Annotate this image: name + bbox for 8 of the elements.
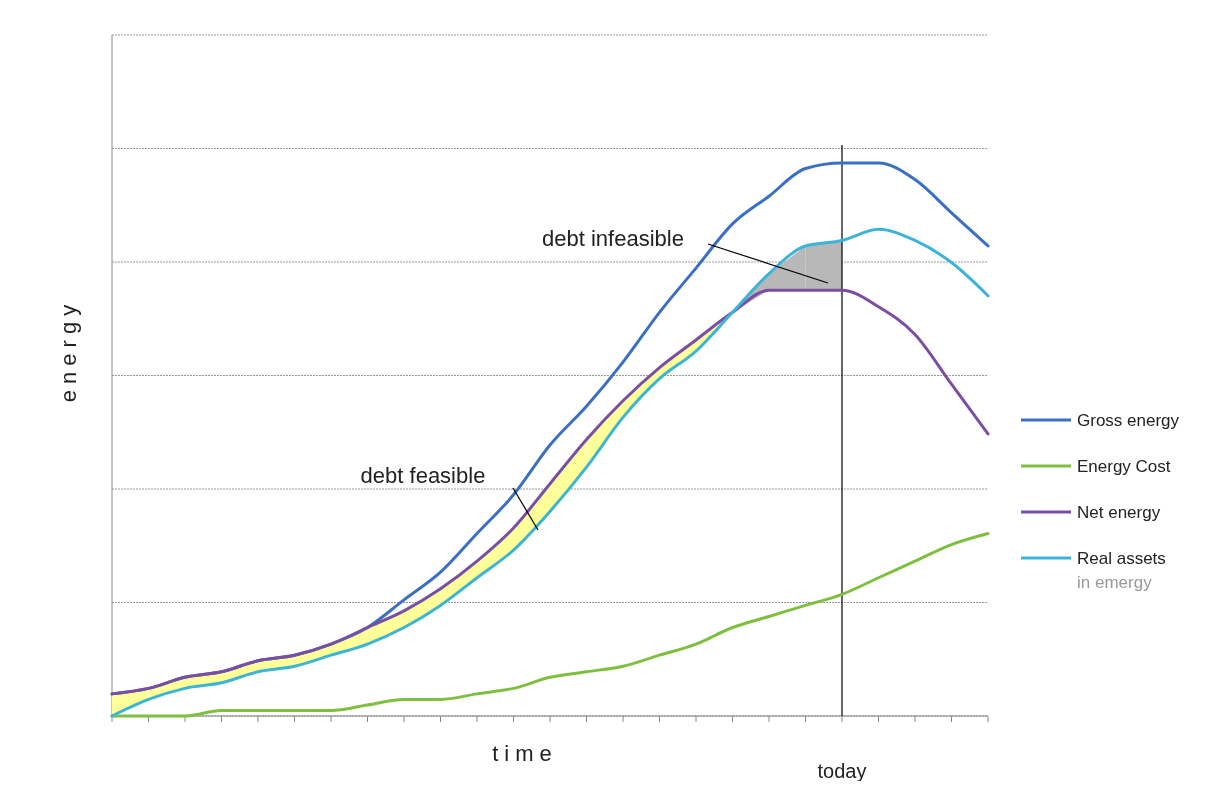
legend-label: Energy Cost <box>1077 457 1171 476</box>
legend-label: Net energy <box>1077 503 1161 522</box>
annotation: debt infeasible <box>542 226 684 251</box>
legend-label: Real assets in emergy <box>1077 549 1166 592</box>
x-axis-title: time <box>492 741 558 766</box>
legend-label: Gross energy <box>1077 411 1180 430</box>
y-axis-title: energy <box>56 298 81 403</box>
annotation: debt feasible <box>360 463 486 488</box>
